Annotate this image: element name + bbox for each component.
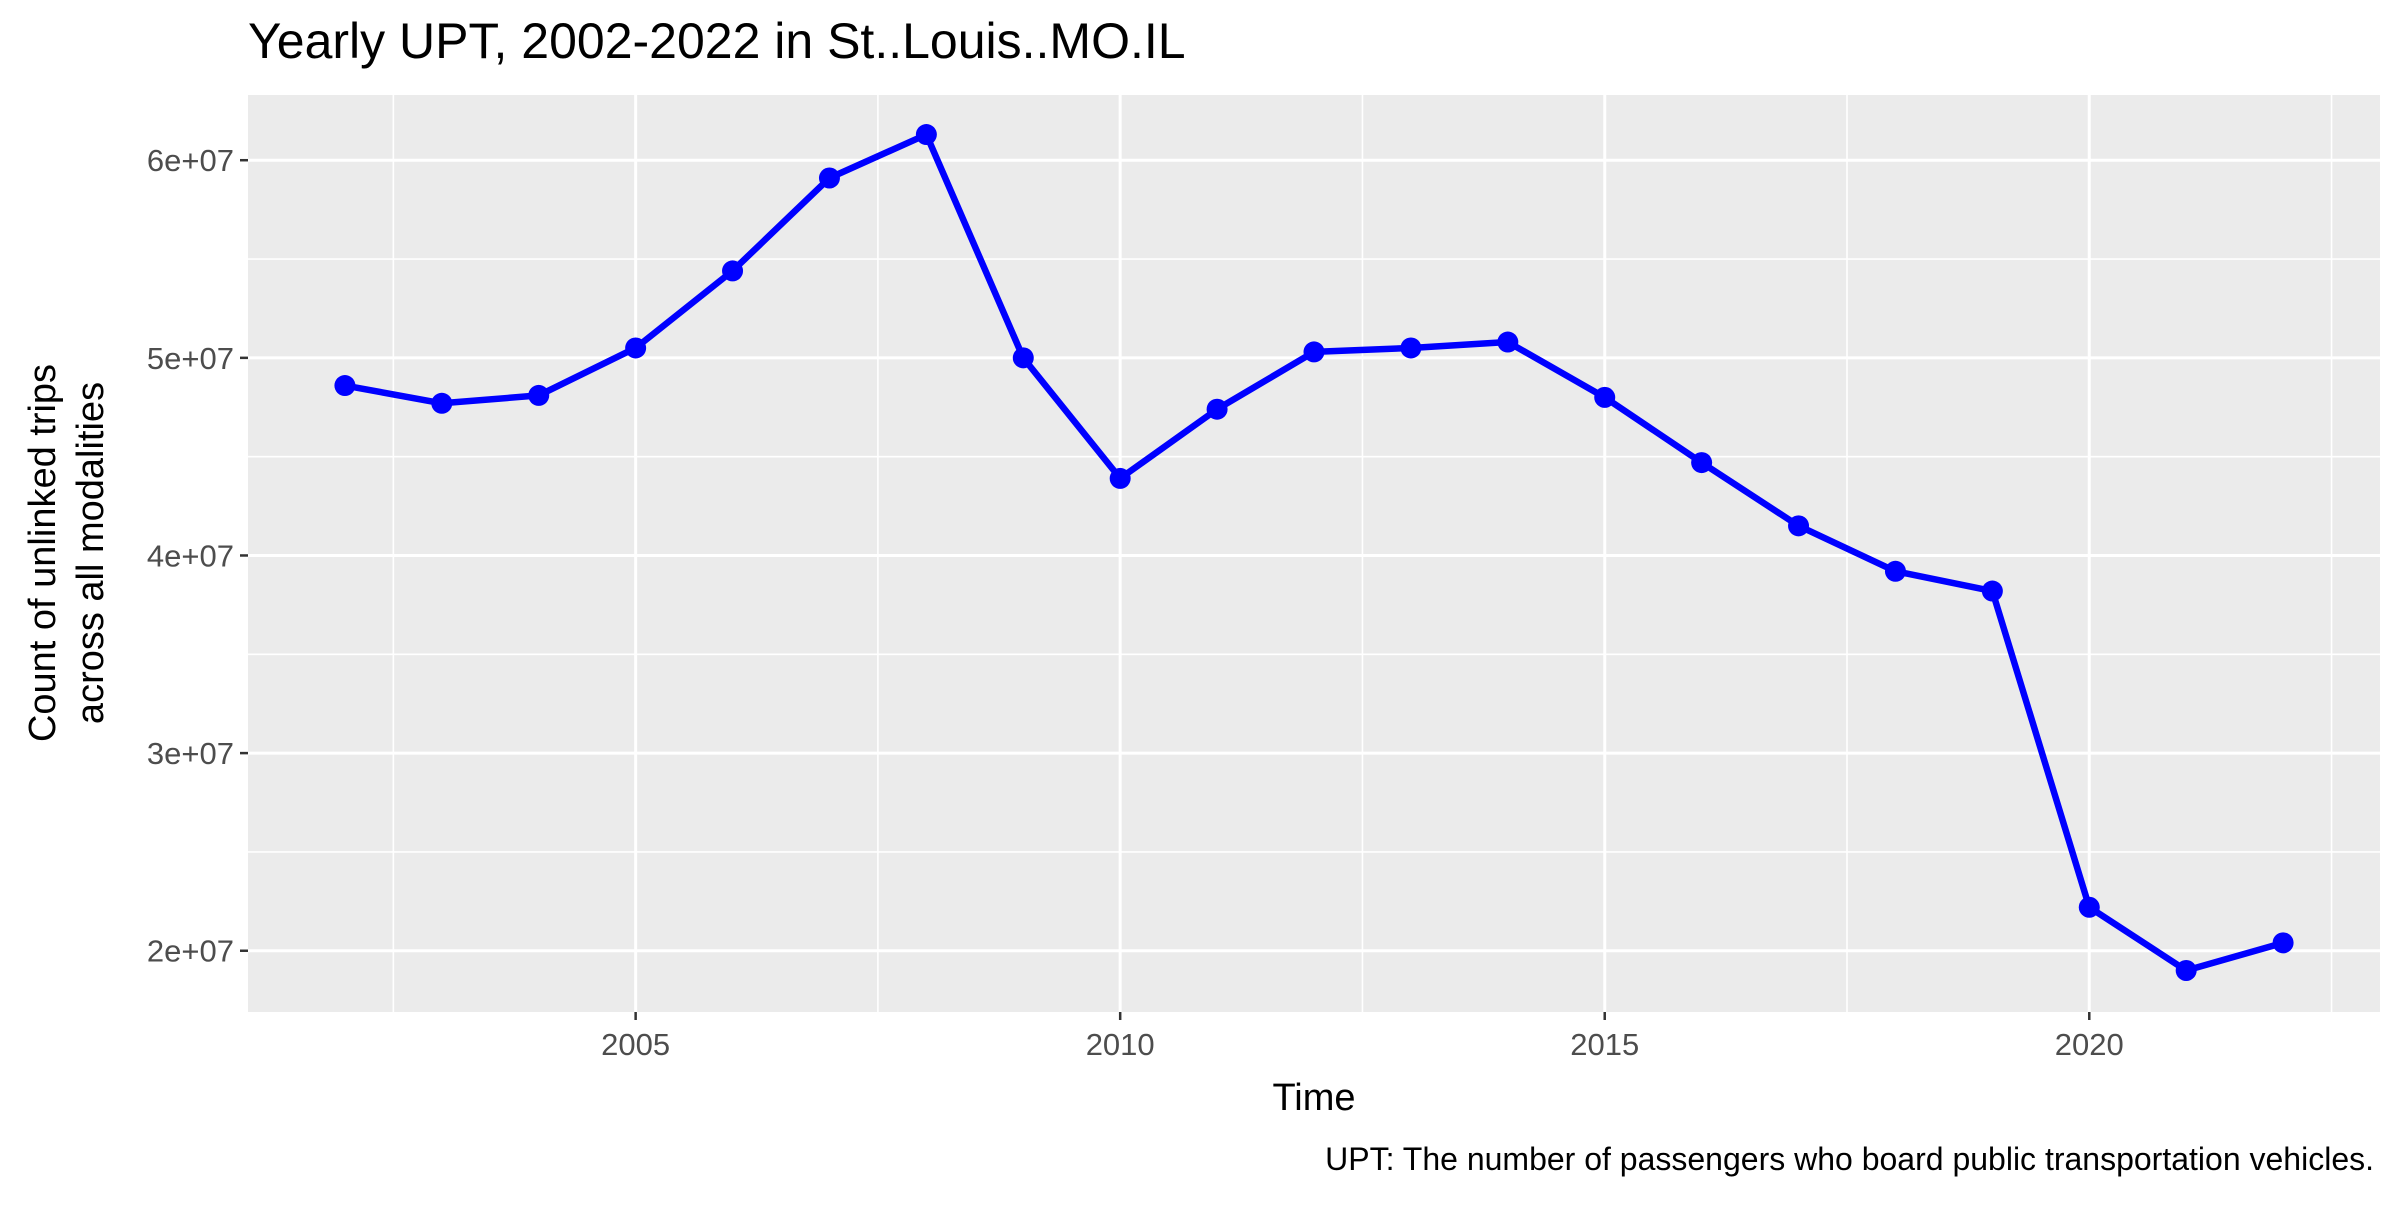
y-tick-label: 3e+07 [147,736,234,771]
y-axis: 2e+07 3e+07 4e+07 5e+07 6e+07 [147,143,248,969]
data-point [1594,386,1616,408]
y-tick-label: 5e+07 [147,341,234,376]
chart-title: Yearly UPT, 2002-2022 in St..Louis..MO.I… [248,13,1186,69]
data-point [1206,398,1228,420]
minor-gridlines [248,95,2380,1012]
data-point [334,375,356,397]
data-point [1497,331,1519,353]
x-tick-label: 2015 [1570,1027,1639,1062]
y-axis-label-line-1: Count of unlinked trips [22,364,64,742]
y-tick-label: 6e+07 [147,143,234,178]
y-axis-label: Count of unlinked trips across all modal… [22,364,112,742]
plot-panel [248,95,2380,1012]
y-tick-label: 4e+07 [147,538,234,573]
data-point [1400,337,1422,359]
data-point [528,384,550,406]
data-point [2175,959,2197,981]
data-point [2272,932,2294,954]
data-point [818,167,840,189]
y-tick-label: 2e+07 [147,934,234,969]
data-point [722,260,744,282]
x-axis: 2005 2010 2015 2020 [601,1012,2124,1062]
data-point [1303,341,1325,363]
data-point [2078,896,2100,918]
x-tick-label: 2020 [2055,1027,2124,1062]
data-point [1691,452,1713,474]
data-point [1788,515,1810,537]
data-point [1109,467,1131,489]
y-axis-label-line-2: across all modalities [70,382,112,724]
data-point [1012,347,1034,369]
x-axis-label: Time [1272,1077,1355,1119]
data-point [1981,580,2003,602]
x-tick-label: 2010 [1086,1027,1155,1062]
data-point [1884,560,1906,582]
x-tick-label: 2005 [601,1027,670,1062]
chart-caption: UPT: The number of passengers who board … [1325,1141,2374,1177]
data-point [431,392,453,414]
data-point [915,124,937,146]
data-point [625,337,647,359]
series-upt [334,124,2294,981]
